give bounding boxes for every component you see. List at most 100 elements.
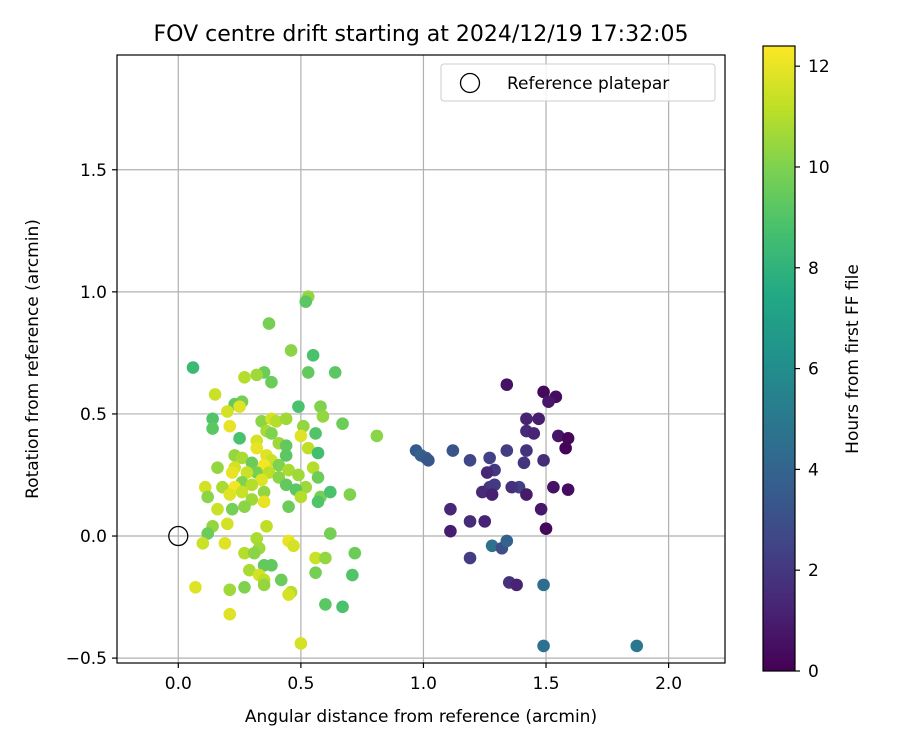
data-point <box>257 495 271 509</box>
data-point <box>235 451 249 465</box>
data-point <box>225 502 239 516</box>
data-point <box>463 454 477 467</box>
data-point <box>260 519 273 533</box>
y-tick-label: 0.0 <box>80 527 107 547</box>
data-point <box>287 539 300 553</box>
legend-box <box>440 63 716 102</box>
data-point <box>279 439 293 452</box>
data-point <box>328 366 342 379</box>
legend-entry-reference-platepar: Reference platepar <box>507 74 669 94</box>
y-axis-label: Rotation from reference (arcmin) <box>23 219 43 499</box>
data-point <box>444 502 457 516</box>
data-point <box>279 449 293 462</box>
data-point <box>309 427 322 440</box>
data-point <box>274 573 288 587</box>
data-point <box>211 502 224 516</box>
grid <box>117 55 725 663</box>
data-point <box>255 414 268 428</box>
data-point <box>250 441 264 455</box>
data-point <box>336 600 349 614</box>
colorbar-tick-label: 6 <box>808 360 819 380</box>
data-point <box>294 429 308 443</box>
colorbar-tick-label: 0 <box>808 662 819 682</box>
data-point <box>319 598 332 611</box>
data-point <box>505 480 519 494</box>
data-point <box>542 395 555 409</box>
data-point <box>255 473 268 487</box>
colorbar-label: Hours from first FF file <box>843 264 863 454</box>
data-point <box>517 456 531 470</box>
data-point <box>306 349 320 362</box>
data-point <box>561 483 575 496</box>
data-point <box>233 432 246 445</box>
data-point <box>527 427 541 440</box>
data-point <box>294 490 308 504</box>
data-point <box>444 524 457 538</box>
legend: Reference platepar <box>440 63 716 102</box>
data-point <box>206 412 219 426</box>
data-point <box>475 485 489 499</box>
colorbar-tick-label: 2 <box>808 561 819 581</box>
colorbar <box>762 45 796 672</box>
data-point <box>201 490 215 504</box>
data-point <box>247 546 261 560</box>
data-point <box>537 385 550 399</box>
data-point <box>483 451 496 465</box>
data-points <box>186 290 644 653</box>
x-tick-label: 1.0 <box>410 674 437 694</box>
data-point <box>463 515 477 528</box>
data-point <box>272 458 286 472</box>
colorbar-tick-label: 12 <box>808 57 830 77</box>
data-point <box>201 527 215 540</box>
data-point <box>520 444 533 457</box>
data-point <box>265 559 278 572</box>
data-point <box>282 588 295 601</box>
data-point <box>245 478 259 492</box>
data-point <box>245 456 259 470</box>
data-point <box>282 463 295 477</box>
x-axis-label: Angular distance from reference (arcmin) <box>245 707 597 727</box>
data-point <box>262 317 276 330</box>
data-point <box>306 461 320 474</box>
data-point <box>225 466 239 479</box>
data-point <box>243 563 256 577</box>
data-point <box>323 485 337 499</box>
data-point <box>250 532 264 545</box>
data-point <box>532 412 545 426</box>
x-axis-ticks: 0.0 0.5 1.0 1.5 2.0 <box>165 663 682 694</box>
data-point <box>265 375 278 389</box>
data-point <box>211 461 224 474</box>
data-point <box>346 568 359 582</box>
data-point <box>537 639 550 653</box>
data-point <box>189 581 202 594</box>
data-point <box>485 539 499 553</box>
y-tick-label: 0.5 <box>80 405 107 425</box>
data-point <box>309 566 322 579</box>
data-point <box>551 429 565 443</box>
data-point <box>257 578 271 592</box>
data-point <box>311 446 325 460</box>
data-point <box>534 502 548 516</box>
data-point <box>279 478 293 492</box>
data-point <box>238 581 251 594</box>
data-point <box>208 388 222 401</box>
chart-title: FOV centre drift starting at 2024/12/19 … <box>154 22 689 47</box>
data-point <box>238 546 251 560</box>
legend-reference-marker-icon <box>459 72 481 94</box>
data-point <box>238 371 251 384</box>
data-point <box>198 480 212 494</box>
data-point <box>311 471 325 484</box>
data-point <box>186 361 200 374</box>
data-point <box>221 405 234 418</box>
data-point <box>630 639 644 653</box>
data-point <box>218 537 232 550</box>
x-tick-label: 1.5 <box>533 674 560 694</box>
data-point <box>223 607 237 621</box>
data-point <box>265 427 278 440</box>
data-point <box>343 488 357 501</box>
data-point <box>316 410 330 423</box>
data-point <box>206 422 219 435</box>
y-tick-label: 1.0 <box>80 283 107 303</box>
